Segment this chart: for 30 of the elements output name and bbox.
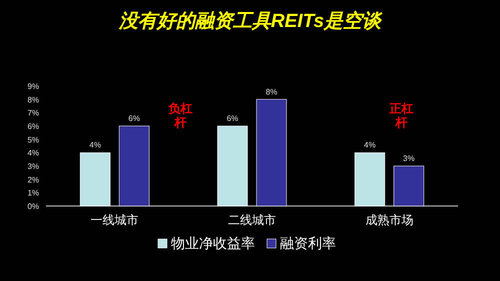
y-tick-label: 0% <box>27 202 39 211</box>
y-tick-label: 2% <box>27 175 39 184</box>
y-tick-label: 7% <box>27 108 39 118</box>
y-tick-label: 3% <box>27 162 39 171</box>
data-label: 4% <box>364 140 376 150</box>
chart-title: 没有好的融资工具REITs是空谈 <box>118 10 384 32</box>
y-tick-label: 9% <box>27 82 39 91</box>
x-tick-label: 一线城市 <box>90 213 139 227</box>
data-label: 6% <box>128 114 140 123</box>
data-label: 4% <box>89 140 101 150</box>
y-tick-label: 5% <box>27 135 39 144</box>
legend-label: 融资利率 <box>280 235 336 251</box>
annotation: 负杠杆 <box>167 102 192 130</box>
y-tick-label: 4% <box>27 148 39 158</box>
x-tick-label: 二线城市 <box>228 213 276 227</box>
data-label: 8% <box>266 87 278 96</box>
data-label: 3% <box>403 154 415 163</box>
legend-label: 物业净收益率 <box>171 235 255 251</box>
bar <box>394 166 424 206</box>
y-tick-label: 1% <box>27 188 39 198</box>
data-label: 6% <box>226 114 238 123</box>
bar <box>80 152 110 206</box>
annotation: 正杠杆 <box>388 102 414 130</box>
x-tick-label: 成熟市场 <box>365 213 414 227</box>
bar <box>256 99 287 206</box>
bar <box>118 126 150 206</box>
y-tick-label: 8% <box>27 95 39 104</box>
y-tick-label: 6% <box>27 122 39 131</box>
bar <box>354 152 386 206</box>
bar <box>217 126 248 206</box>
